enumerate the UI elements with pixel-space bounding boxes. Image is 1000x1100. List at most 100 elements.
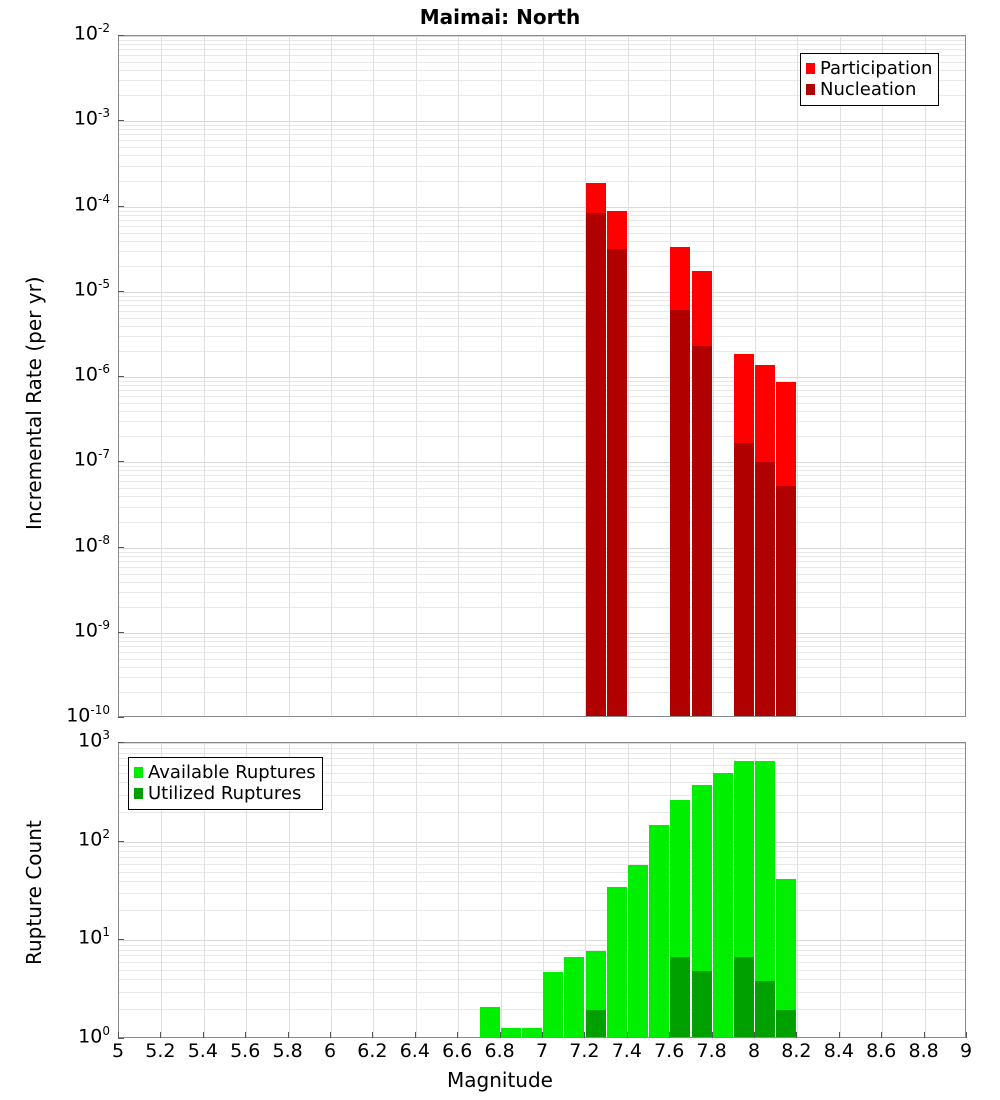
utilized-ruptures-swatch-icon bbox=[134, 788, 143, 800]
legend-item-participation: Participation bbox=[806, 58, 932, 79]
x-tick: 8.8 bbox=[908, 1040, 939, 1062]
available-ruptures-bar bbox=[480, 1007, 500, 1037]
legend-bottom: Available Ruptures Utilized Ruptures bbox=[128, 757, 323, 811]
x-tick: 7.2 bbox=[569, 1040, 600, 1062]
nucleation-bar bbox=[776, 485, 796, 716]
y-tick-top: 10-6 bbox=[73, 362, 110, 386]
bars-top bbox=[119, 36, 965, 716]
count-bar bbox=[586, 743, 606, 1037]
count-bar bbox=[607, 743, 627, 1037]
available-ruptures-bar bbox=[755, 761, 775, 1037]
y-tick-top: 10-10 bbox=[66, 703, 110, 727]
rate-bar bbox=[607, 36, 627, 716]
incremental-rate-plot bbox=[118, 35, 966, 717]
utilized-ruptures-bar bbox=[734, 956, 754, 1037]
available-ruptures-bar bbox=[713, 773, 733, 1037]
x-tick: 5.2 bbox=[145, 1040, 176, 1062]
count-bar bbox=[649, 743, 669, 1037]
x-tick: 5.6 bbox=[230, 1040, 261, 1062]
utilized-ruptures-bar bbox=[692, 970, 712, 1037]
x-axis-label: Magnitude bbox=[447, 1068, 553, 1092]
participation-swatch-icon bbox=[806, 63, 815, 75]
x-tick: 7.8 bbox=[696, 1040, 727, 1062]
x-tick: 5.8 bbox=[272, 1040, 303, 1062]
x-tick: 8 bbox=[747, 1040, 761, 1062]
available-ruptures-bar bbox=[564, 956, 584, 1037]
x-tick: 6.4 bbox=[399, 1040, 430, 1062]
y-axis-label-bottom: Rupture Count bbox=[22, 820, 46, 965]
y-axis-label-top: Incremental Rate (per yr) bbox=[22, 276, 46, 530]
count-bar bbox=[543, 743, 563, 1037]
count-bar bbox=[564, 743, 584, 1037]
y-tick-top: 10-7 bbox=[73, 447, 110, 471]
x-tick: 5 bbox=[111, 1040, 125, 1062]
count-bar bbox=[692, 743, 712, 1037]
y-tick-top: 10-2 bbox=[73, 21, 110, 45]
y-tick-top: 10-5 bbox=[73, 277, 110, 301]
utilized-ruptures-bar bbox=[586, 1009, 606, 1037]
x-tick: 8.6 bbox=[866, 1040, 897, 1062]
legend-item-utilized-ruptures: Utilized Ruptures bbox=[134, 783, 316, 804]
x-tick: 6.6 bbox=[442, 1040, 473, 1062]
x-tick: 6.8 bbox=[484, 1040, 515, 1062]
count-bar bbox=[776, 743, 796, 1037]
y-tick-top: 10-3 bbox=[73, 106, 110, 130]
available-ruptures-bar bbox=[501, 1028, 521, 1037]
x-tick: 8.2 bbox=[781, 1040, 812, 1062]
x-tick: 6.2 bbox=[357, 1040, 388, 1062]
legend-label-participation: Participation bbox=[820, 58, 933, 79]
x-tick: 6 bbox=[323, 1040, 337, 1062]
rate-bar bbox=[692, 36, 712, 716]
count-bar bbox=[670, 743, 690, 1037]
rate-bar bbox=[734, 36, 754, 716]
bars-bottom bbox=[119, 743, 965, 1037]
count-bar bbox=[522, 743, 542, 1037]
legend-label-available-ruptures: Available Ruptures bbox=[148, 762, 316, 783]
available-ruptures-bar bbox=[628, 864, 648, 1037]
rate-bar bbox=[670, 36, 690, 716]
count-bar bbox=[713, 743, 733, 1037]
utilized-ruptures-bar bbox=[755, 980, 775, 1037]
legend-label-utilized-ruptures: Utilized Ruptures bbox=[148, 783, 302, 805]
available-ruptures-bar bbox=[543, 971, 563, 1037]
x-tick: 8.4 bbox=[823, 1040, 854, 1062]
chart-title: Maimai: North bbox=[419, 5, 581, 29]
rate-bar bbox=[776, 36, 796, 716]
y-tick-top: 10-8 bbox=[73, 533, 110, 557]
nucleation-swatch-icon bbox=[806, 84, 815, 96]
x-tick: 5.4 bbox=[187, 1040, 218, 1062]
count-bar bbox=[755, 743, 775, 1037]
available-ruptures-bar bbox=[607, 887, 627, 1037]
nucleation-bar bbox=[670, 309, 690, 716]
x-tick: 7 bbox=[535, 1040, 549, 1062]
legend-item-available-ruptures: Available Ruptures bbox=[134, 762, 316, 783]
y-tick-top: 10-4 bbox=[73, 192, 110, 216]
x-tick: 9 bbox=[959, 1040, 973, 1062]
count-bar bbox=[480, 743, 500, 1037]
nucleation-bar bbox=[692, 345, 712, 716]
count-bar bbox=[734, 743, 754, 1037]
rate-bar bbox=[755, 36, 775, 716]
x-tick: 7.6 bbox=[654, 1040, 685, 1062]
count-bar bbox=[628, 743, 648, 1037]
nucleation-bar bbox=[607, 249, 627, 716]
available-ruptures-bar bbox=[522, 1028, 542, 1037]
x-tick: 7.4 bbox=[611, 1040, 642, 1062]
available-ruptures-bar bbox=[776, 878, 796, 1037]
legend-top: Participation Nucleation bbox=[800, 53, 940, 107]
count-bar bbox=[501, 743, 521, 1037]
nucleation-bar bbox=[586, 212, 606, 716]
nucleation-bar bbox=[755, 462, 775, 716]
nucleation-bar bbox=[734, 442, 754, 716]
legend-label-nucleation: Nucleation bbox=[820, 79, 917, 101]
y-tick-bottom: 100 bbox=[78, 1024, 110, 1048]
y-tick-bottom: 101 bbox=[78, 925, 110, 949]
utilized-ruptures-bar bbox=[776, 1009, 796, 1037]
utilized-ruptures-bar bbox=[670, 956, 690, 1037]
available-ruptures-swatch-icon bbox=[134, 767, 143, 779]
available-ruptures-bar bbox=[649, 825, 669, 1037]
legend-item-nucleation: Nucleation bbox=[806, 79, 932, 100]
y-tick-bottom: 102 bbox=[78, 827, 110, 851]
y-tick-bottom: 103 bbox=[78, 728, 110, 752]
